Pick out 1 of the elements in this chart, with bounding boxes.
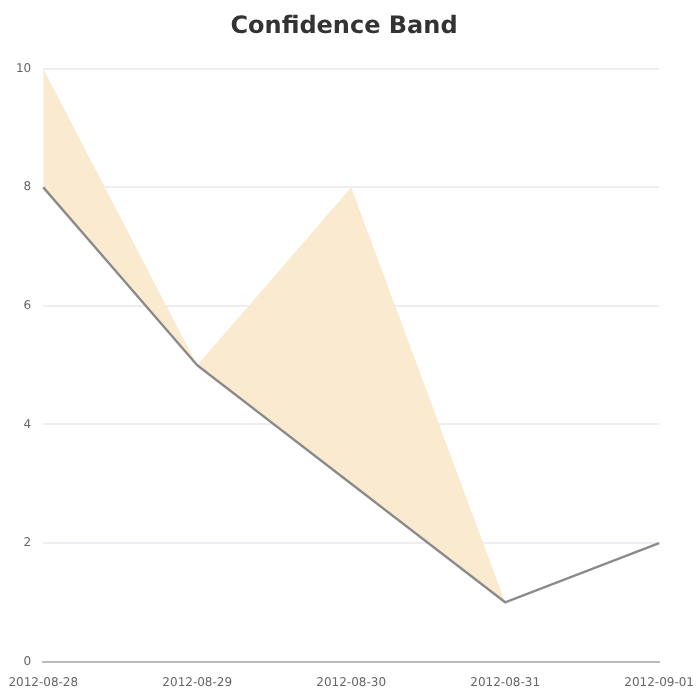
chart-title: Confidence Band (230, 10, 458, 39)
